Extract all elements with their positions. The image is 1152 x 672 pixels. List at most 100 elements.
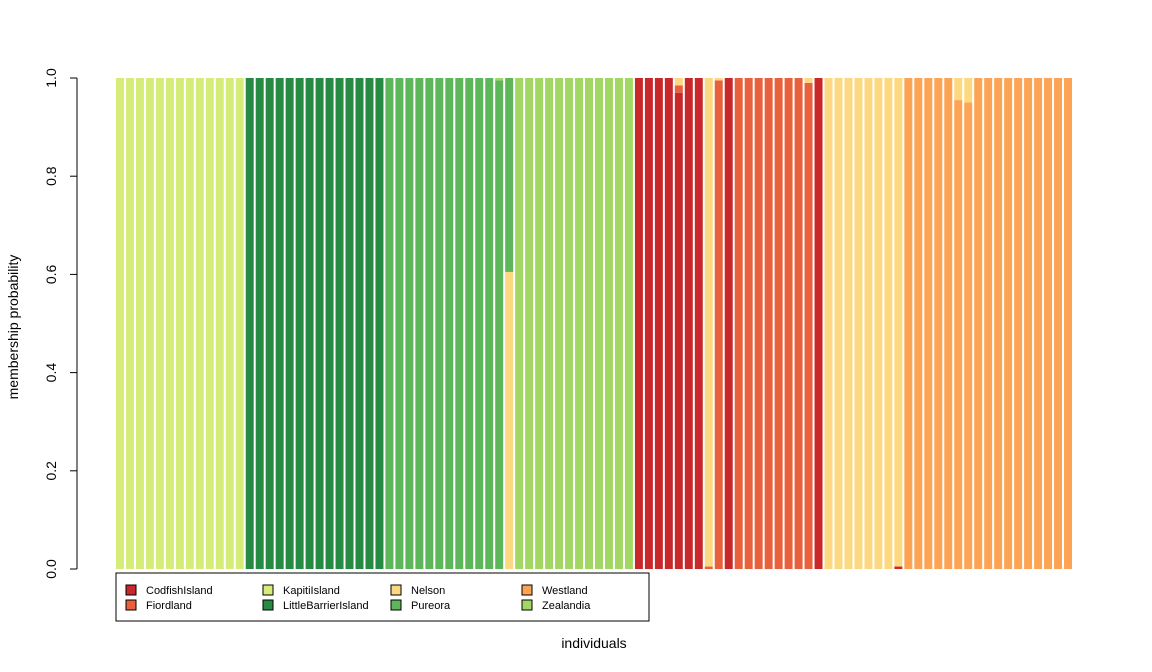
individual-bar xyxy=(774,78,783,569)
bar-segment-westland xyxy=(1014,78,1023,569)
bar-segment-zealandia xyxy=(614,78,623,569)
bar-segment-westland xyxy=(964,102,973,570)
bar-segment-zealandia xyxy=(585,78,593,569)
individual-bar xyxy=(724,78,733,569)
bar-segment-westland xyxy=(974,78,983,569)
individual-bar xyxy=(784,78,793,569)
legend-swatch xyxy=(390,599,402,611)
bar-segment-pureora xyxy=(445,78,454,569)
bar-segment-littlebarrierisland xyxy=(315,78,324,569)
bar-segment-pureora xyxy=(495,80,504,569)
legend-item: Nelson xyxy=(390,584,445,597)
bar-segment-fiordland xyxy=(704,566,713,569)
individual-bar xyxy=(575,78,584,569)
individual-bar xyxy=(585,78,593,569)
legend-label: LittleBarrierIsland xyxy=(283,600,369,612)
individual-bar xyxy=(135,78,144,569)
bar-segment-fiordland xyxy=(754,78,763,569)
bar-segment-westland xyxy=(1024,78,1033,569)
legend-swatch xyxy=(125,584,137,596)
individual-bar xyxy=(125,78,134,569)
bar-segment-zealandia xyxy=(535,78,544,569)
bar-segment-fiordland xyxy=(764,78,773,569)
bar-segment-fiordland xyxy=(794,78,803,569)
legend-item: KapitiIsland xyxy=(262,584,340,597)
bar-segment-westland xyxy=(1044,78,1053,569)
bar-segment-nelson xyxy=(874,78,883,569)
legend: CodfishIsland Fiordland KapitiIsland Little… xyxy=(115,572,650,622)
bar-segment-pureora xyxy=(465,78,474,569)
individual-bar xyxy=(305,78,314,569)
bar-segment-fiordland xyxy=(804,82,813,569)
bar-segment-nelson xyxy=(894,78,903,567)
bar-segment-littlebarrierisland xyxy=(295,78,304,569)
bar-segment-zealandia xyxy=(555,78,564,569)
legend-label: Westland xyxy=(542,585,588,597)
individual-bar xyxy=(385,78,394,569)
individual-bar xyxy=(525,78,534,569)
individual-bar xyxy=(335,78,344,569)
bar-segment-littlebarrierisland xyxy=(255,78,264,569)
individual-bar xyxy=(764,78,773,569)
bar-segment-nelson xyxy=(824,78,833,569)
legend-label: Fiordland xyxy=(146,600,192,612)
y-tick-label: 1.0 xyxy=(43,68,59,88)
individual-bar xyxy=(595,78,603,569)
individual-bar xyxy=(704,78,713,569)
individual-bar xyxy=(794,78,803,569)
bar-segment-nelson xyxy=(884,78,893,569)
bar-segment-westland xyxy=(954,100,963,569)
individual-bar xyxy=(435,78,444,569)
bar-segment-westland xyxy=(944,78,953,569)
individual-bar xyxy=(1014,78,1023,569)
bar-segment-nelson xyxy=(954,78,963,101)
bar-segment-fiordland xyxy=(714,80,723,569)
bar-segment-kapitiisland xyxy=(155,78,164,569)
bar-segment-littlebarrierisland xyxy=(245,78,254,569)
individual-bar xyxy=(285,78,294,569)
individual-bar xyxy=(245,78,254,569)
legend-swatch xyxy=(521,599,533,611)
bar-segment-nelson xyxy=(834,78,843,569)
individual-bar xyxy=(355,78,364,569)
bar-segment-codfishisland xyxy=(694,78,703,569)
individual-bar xyxy=(315,78,324,569)
individual-bar xyxy=(624,78,633,569)
legend-item: Zealandia xyxy=(521,599,591,612)
individual-bar xyxy=(1034,78,1043,569)
bar-segment-zealandia xyxy=(565,78,574,569)
individual-bar xyxy=(754,78,763,569)
bar-segment-zealandia xyxy=(575,78,584,569)
bar-segment-fiordland xyxy=(734,78,743,569)
bar-segment-kapitiisland xyxy=(235,78,244,569)
bar-segment-kapitiisland xyxy=(175,78,184,569)
individual-bar xyxy=(824,78,833,569)
individual-bar xyxy=(994,78,1003,569)
individual-bar xyxy=(215,78,224,569)
bar-segment-fiordland xyxy=(774,78,783,569)
legend-label: CodfishIsland xyxy=(146,585,213,597)
individual-bar xyxy=(954,78,963,569)
individual-bar xyxy=(325,78,334,569)
bar-segment-littlebarrierisland xyxy=(325,78,334,569)
bar-segment-pureora xyxy=(415,78,424,569)
individual-bar xyxy=(884,78,893,569)
individual-bar xyxy=(555,78,564,569)
individual-bar xyxy=(155,78,164,569)
individual-bar xyxy=(804,78,813,569)
bar-segment-kapitiisland xyxy=(185,78,194,569)
individual-bar xyxy=(425,78,434,569)
y-tick-label: 0.0 xyxy=(43,559,59,579)
individual-bar xyxy=(535,78,544,569)
bar-segment-westland xyxy=(1064,78,1072,569)
individual-bar xyxy=(375,78,384,569)
y-axis-label: membership probability xyxy=(5,255,21,400)
bar-segment-westland xyxy=(934,78,943,569)
bar-segment-nelson xyxy=(674,78,683,86)
legend-label: Nelson xyxy=(411,585,445,597)
bar-segment-pureora xyxy=(485,78,494,569)
individual-bar xyxy=(864,78,873,569)
bar-segment-nelson xyxy=(704,78,713,567)
individual-bar xyxy=(165,78,174,569)
individual-bar xyxy=(1064,78,1072,569)
